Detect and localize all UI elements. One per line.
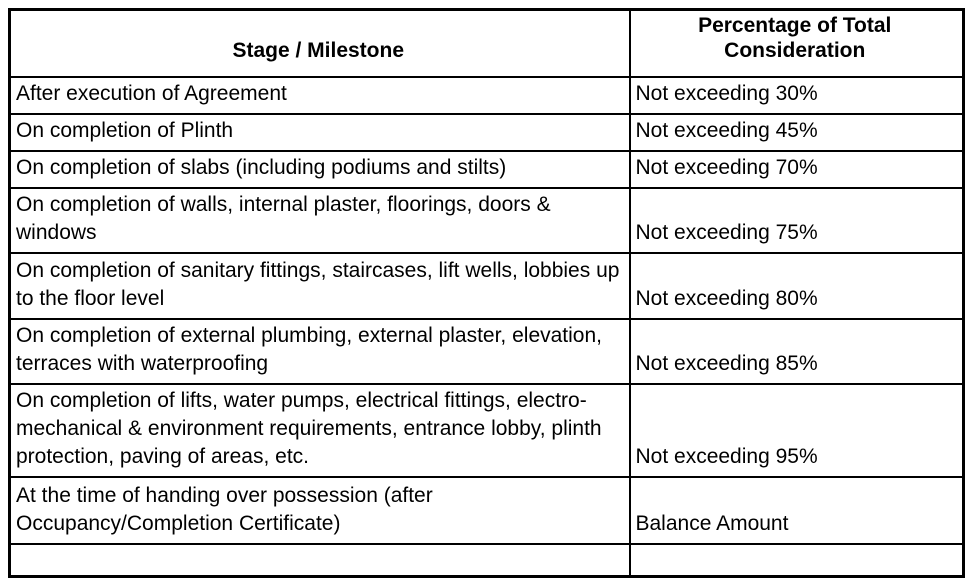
percentage-cell: Not exceeding 70% — [628, 150, 965, 189]
table-row-empty — [8, 543, 965, 577]
percentage-cell-empty — [628, 543, 965, 577]
table-row: After execution of Agreement Not exceedi… — [8, 76, 965, 115]
table-row: At the time of handing over possession (… — [8, 476, 965, 545]
stage-cell-empty — [8, 543, 631, 577]
stage-cell: On completion of walls, internal plaster… — [8, 187, 631, 254]
table-row: On completion of sanitary fittings, stai… — [8, 252, 965, 320]
percentage-cell: Not exceeding 95% — [628, 383, 965, 478]
table-header-row: Stage / Milestone Percentage of Total Co… — [8, 8, 965, 78]
percentage-cell: Not exceeding 45% — [628, 113, 965, 152]
table-row: On completion of slabs (including podium… — [8, 150, 965, 189]
percentage-cell: Not exceeding 30% — [628, 76, 965, 115]
percentage-cell: Balance Amount — [628, 476, 965, 545]
column-header-percentage-of-total-consideration: Percentage of Total Consideration — [628, 8, 965, 78]
stage-cell: On completion of external plumbing, exte… — [8, 318, 631, 385]
stage-cell: On completion of sanitary fittings, stai… — [8, 252, 631, 320]
column-header-stage-milestone: Stage / Milestone — [8, 8, 631, 78]
payment-schedule-table: Stage / Milestone Percentage of Total Co… — [8, 8, 965, 578]
stage-cell: On completion of lifts, water pumps, ele… — [8, 383, 631, 478]
payment-schedule-table-container: Stage / Milestone Percentage of Total Co… — [8, 8, 965, 578]
table-row: On completion of walls, internal plaster… — [8, 187, 965, 254]
table-row: On completion of lifts, water pumps, ele… — [8, 383, 965, 478]
stage-cell: After execution of Agreement — [8, 76, 631, 115]
percentage-cell: Not exceeding 85% — [628, 318, 965, 385]
percentage-cell: Not exceeding 80% — [628, 252, 965, 320]
stage-cell: On completion of slabs (including podium… — [8, 150, 631, 189]
stage-cell: On completion of Plinth — [8, 113, 631, 152]
table-row: On completion of Plinth Not exceeding 45… — [8, 113, 965, 152]
stage-cell: At the time of handing over possession (… — [8, 476, 631, 545]
percentage-cell: Not exceeding 75% — [628, 187, 965, 254]
table-row: On completion of external plumbing, exte… — [8, 318, 965, 385]
